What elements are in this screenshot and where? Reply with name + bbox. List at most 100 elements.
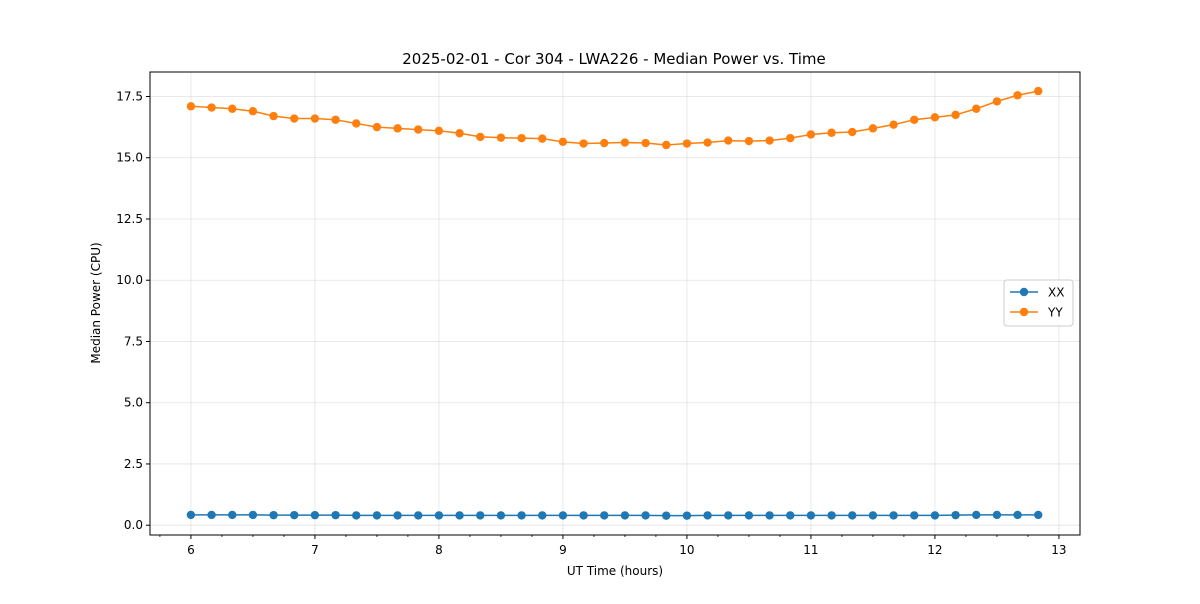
y-tick-label: 7.5	[124, 334, 143, 348]
series-yy-point	[930, 113, 940, 122]
series-xx-point	[352, 511, 361, 520]
series-yy-point	[868, 124, 878, 133]
series-xx-point	[868, 511, 878, 520]
plot-frame	[149, 71, 1081, 536]
series-yy-point	[538, 134, 547, 143]
series-xx-point	[744, 511, 754, 520]
series-yy-point	[786, 133, 795, 143]
series-xx-point	[476, 511, 485, 520]
series-yy-point	[600, 138, 609, 148]
x-tick-label: 8	[435, 543, 443, 557]
series-xx-point	[434, 511, 444, 520]
series-yy-point	[517, 133, 526, 143]
x-tick-label: 7	[311, 543, 319, 557]
series-yy-point	[228, 104, 237, 113]
series-yy-point	[496, 133, 506, 142]
series-yy-point	[641, 138, 650, 148]
series-xx-point	[827, 511, 836, 520]
series-yy-point	[331, 115, 340, 124]
chart-title: 2025-02-01 - Cor 304 - LWA226 - Median P…	[402, 50, 826, 68]
series-yy-point	[662, 140, 671, 150]
y-tick-label: 0.0	[124, 518, 143, 532]
series-yy-point	[827, 128, 836, 137]
series-xx-point	[269, 510, 278, 520]
series-xx-point	[600, 511, 609, 520]
grid	[150, 72, 1080, 535]
series-yy-point	[703, 138, 712, 147]
series-xx-point	[765, 511, 774, 520]
series-xx-point	[248, 510, 258, 520]
series-yy-point	[476, 132, 485, 142]
series-yy-point	[414, 125, 423, 134]
series-layer	[186, 86, 1043, 520]
series-yy-point	[620, 138, 630, 147]
series-xx-point	[620, 511, 630, 520]
series-xx-point	[455, 511, 464, 520]
series-xx-point	[310, 510, 320, 520]
series-xx-point	[992, 510, 1002, 520]
x-axis: 6 7 8 9 10 11 12 13	[159, 535, 1067, 557]
y-axis: 0.0 2.5 5.0 7.5 10.0 12.5 15.0 17.5	[116, 89, 150, 532]
x-tick-label: 9	[559, 543, 567, 557]
y-axis-label: Median Power (CPU)	[89, 242, 103, 363]
series-xx-point	[1013, 510, 1022, 520]
series-xx-point	[951, 510, 960, 520]
series-xx-point	[496, 511, 506, 520]
series-yy-point	[972, 104, 981, 113]
series-xx-point	[806, 511, 816, 520]
series-xx-point	[331, 510, 340, 520]
series-xx-point	[186, 510, 196, 520]
series-yy-point	[310, 114, 320, 123]
x-tick-label: 12	[927, 543, 942, 557]
y-tick-label: 2.5	[124, 457, 143, 471]
legend-label: YY	[1047, 306, 1063, 320]
series-yy-point	[393, 124, 402, 133]
y-tick-label: 12.5	[116, 212, 143, 226]
series-xx-point	[558, 511, 568, 520]
series-xx-point	[372, 511, 382, 520]
series-yy-point	[352, 119, 361, 128]
y-tick-label: 15.0	[116, 151, 143, 165]
series-xx	[186, 510, 1043, 520]
series-xx-point	[228, 510, 237, 520]
series-yy-point	[848, 127, 857, 137]
series-yy-point	[579, 139, 588, 148]
series-yy-point	[1034, 86, 1043, 96]
series-xx-point	[889, 511, 898, 520]
series-xx-point	[290, 510, 299, 520]
series-xx-point	[641, 511, 650, 520]
legend-item-yy: YY	[1010, 306, 1063, 320]
series-xx-point	[848, 511, 857, 520]
x-tick-label: 11	[803, 543, 818, 557]
series-xx-point	[393, 511, 402, 520]
series-xx-point	[972, 510, 981, 520]
series-yy-point	[682, 139, 692, 148]
series-xx-point	[414, 511, 423, 520]
series-yy-point	[290, 114, 299, 123]
series-yy	[186, 86, 1043, 150]
series-xx-point	[207, 510, 216, 520]
series-xx-point	[538, 511, 547, 520]
series-xx-point	[910, 511, 919, 520]
series-yy-point	[186, 102, 196, 111]
series-yy-point	[889, 120, 898, 129]
legend-swatch-marker	[1019, 307, 1029, 317]
series-yy-point	[269, 111, 278, 121]
series-yy-point	[207, 103, 216, 112]
series-yy-point	[558, 137, 568, 147]
series-xx-point	[724, 511, 733, 520]
legend-label: XX	[1048, 286, 1064, 300]
series-xx-point	[579, 511, 588, 520]
series-yy-point	[1013, 91, 1022, 100]
series-yy-point	[910, 115, 919, 124]
series-yy-point	[248, 106, 258, 116]
series-yy-point	[724, 136, 733, 145]
x-axis-label: UT Time (hours)	[567, 564, 663, 578]
y-tick-label: 10.0	[116, 273, 143, 287]
series-xx-point	[682, 511, 692, 520]
x-tick-label: 10	[679, 543, 694, 557]
series-yy-point	[806, 130, 816, 139]
legend: XX YY	[1003, 279, 1074, 327]
